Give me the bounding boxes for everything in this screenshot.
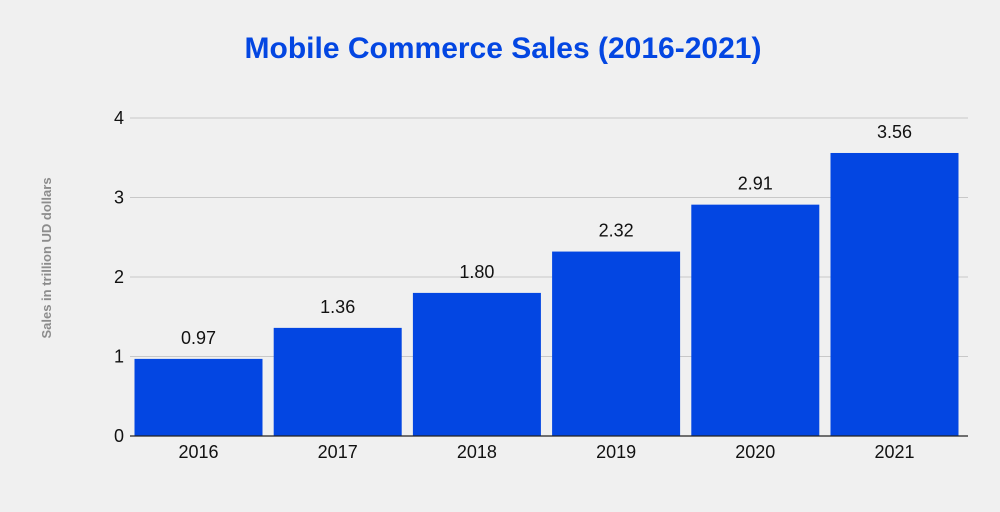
x-tick-label: 2021 (874, 442, 914, 462)
y-tick-label: 3 (114, 188, 124, 208)
bar-2018 (412, 292, 541, 436)
x-tick-label: 2019 (596, 442, 636, 462)
bar-2021 (830, 152, 959, 437)
x-tick-label: 2016 (178, 442, 218, 462)
data-label: 2.32 (599, 221, 634, 241)
y-tick-label: 1 (114, 347, 124, 367)
y-tick-label: 0 (114, 426, 124, 446)
x-tick-label: 2020 (735, 442, 775, 462)
data-label: 1.36 (320, 297, 355, 317)
data-label: 2.91 (738, 174, 773, 194)
data-label: 1.80 (459, 262, 494, 282)
y-tick-label: 2 (114, 267, 124, 287)
gridlines (130, 117, 968, 357)
bar-2016 (134, 358, 263, 436)
x-axis-ticks: 2016 2017 2018 2019 2020 2021 (178, 442, 914, 462)
y-tick-label: 4 (114, 108, 124, 128)
data-label: 0.97 (181, 328, 216, 348)
bars (134, 152, 959, 437)
data-label: 3.56 (877, 122, 912, 142)
data-labels: 0.97 1.36 1.80 2.32 2.91 3.56 (181, 122, 912, 348)
y-axis-label: Sales in trillion UD dollars (39, 177, 54, 338)
bar-2019 (552, 251, 681, 436)
x-tick-label: 2018 (457, 442, 497, 462)
bar-2017 (273, 327, 402, 436)
chart-title: Mobile Commerce Sales (2016-2021) (245, 32, 762, 65)
bar-2020 (691, 204, 820, 436)
y-axis-ticks: 0 1 2 3 4 (114, 108, 124, 446)
x-tick-label: 2017 (318, 442, 358, 462)
